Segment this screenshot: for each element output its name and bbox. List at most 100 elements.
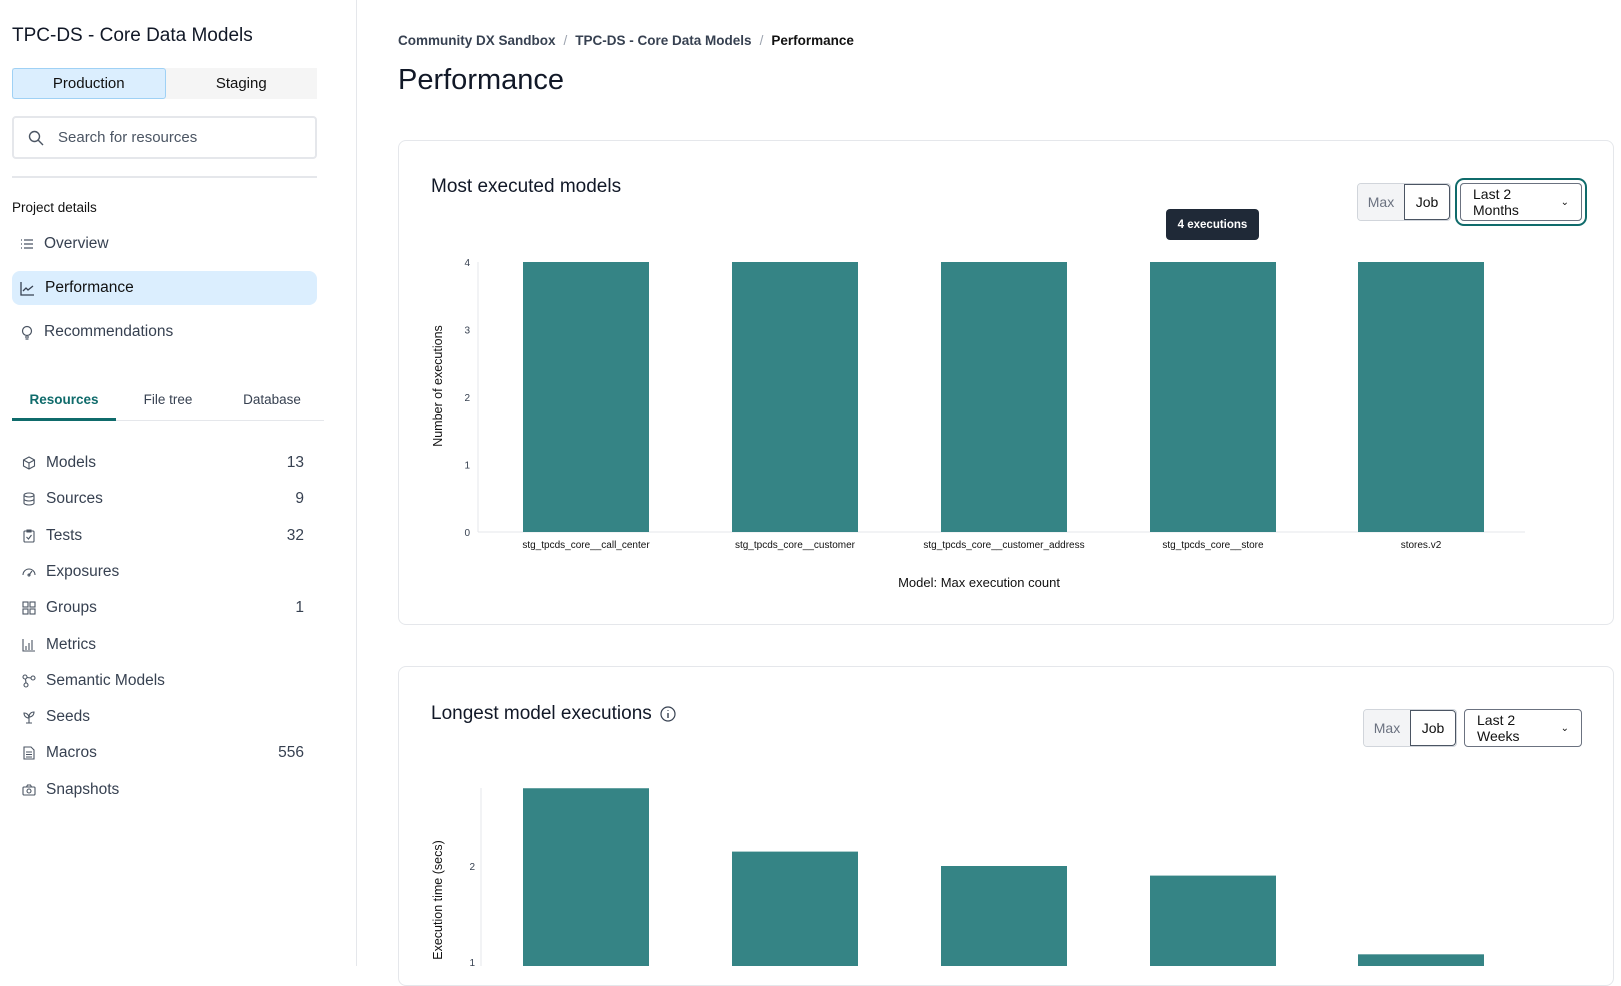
resource-label: Seeds xyxy=(46,708,90,726)
resource-macros[interactable]: Macros 556 xyxy=(12,738,304,768)
resource-count: 556 xyxy=(278,744,304,762)
resource-label: Snapshots xyxy=(46,780,120,798)
breadcrumb-current: Performance xyxy=(771,33,854,48)
job-button[interactable]: Job xyxy=(1404,184,1450,220)
resource-count: 32 xyxy=(286,526,304,544)
x-tick-label: stg_tpcds_core__customer xyxy=(735,540,856,551)
resource-label: Groups xyxy=(46,599,97,617)
bar[interactable] xyxy=(523,788,649,966)
bar-tooltip: 4 executions xyxy=(1166,209,1259,240)
env-production-button[interactable]: Production xyxy=(12,68,166,99)
nav-label: Performance xyxy=(45,279,134,296)
y-axis-label: Execution time (secs) xyxy=(431,840,445,959)
info-icon[interactable] xyxy=(660,706,676,722)
metric-toggle: Max Job xyxy=(1363,709,1457,747)
bar[interactable] xyxy=(941,866,1067,966)
resource-snapshots[interactable]: Snapshots xyxy=(12,775,304,805)
resource-label: Metrics xyxy=(46,635,96,653)
y-tick-label: 4 xyxy=(464,258,470,269)
resource-semantic-models[interactable]: Semantic Models xyxy=(12,666,304,696)
project-title: TPC-DS - Core Data Models xyxy=(12,25,253,46)
resource-sources[interactable]: Sources 9 xyxy=(12,484,304,514)
resource-count: 1 xyxy=(295,599,304,617)
card-header: Longest model executions xyxy=(431,703,676,725)
nodes-icon xyxy=(22,674,36,688)
dropdown-value: Last 2 Weeks xyxy=(1477,712,1520,744)
y-tick-label: 1 xyxy=(469,958,475,966)
page-title: Performance xyxy=(398,64,565,96)
sidebar: TPC-DS - Core Data Models Production Sta… xyxy=(0,0,357,966)
bar[interactable] xyxy=(941,262,1067,532)
nav-recommendations[interactable]: Recommendations xyxy=(12,315,317,349)
lightbulb-icon xyxy=(21,325,33,340)
resource-groups[interactable]: Groups 1 xyxy=(12,593,304,623)
bar[interactable] xyxy=(1358,262,1484,532)
time-range-dropdown[interactable]: Last 2 Weeks ⌄ xyxy=(1464,709,1582,747)
y-tick-label: 2 xyxy=(464,393,470,404)
search-input[interactable]: Search for resources xyxy=(12,116,317,159)
divider xyxy=(12,176,317,178)
x-axis-label: Model: Max execution count xyxy=(898,575,1060,590)
sprout-icon xyxy=(23,711,35,724)
environment-toggle: Production Staging xyxy=(12,68,317,99)
resource-label: Models xyxy=(46,454,96,471)
nav-performance[interactable]: Performance xyxy=(12,271,317,305)
card-title: Longest model executions xyxy=(431,703,652,724)
card-title: Most executed models xyxy=(431,176,622,197)
bar[interactable] xyxy=(732,262,858,532)
grid-icon xyxy=(22,601,36,615)
resource-exposures[interactable]: Exposures xyxy=(12,557,304,587)
resource-label: Exposures xyxy=(46,562,120,580)
cube-icon xyxy=(22,456,36,470)
file-text-icon xyxy=(23,746,35,760)
max-button[interactable]: Max xyxy=(1364,710,1410,746)
bar[interactable] xyxy=(1150,875,1276,966)
resource-label: Macros xyxy=(46,744,97,762)
breadcrumb: Community DX Sandbox / TPC-DS - Core Data… xyxy=(398,33,854,48)
gauge-icon xyxy=(22,568,36,577)
search-placeholder: Search for resources xyxy=(58,129,198,146)
resource-tabs: Resources File tree Database xyxy=(12,386,324,421)
time-range-dropdown[interactable]: Last 2 Months ⌄ xyxy=(1460,183,1582,221)
x-tick-label: stg_tpcds_core__customer_address xyxy=(923,540,1084,551)
metric-toggle: Max Job xyxy=(1357,183,1451,221)
max-button[interactable]: Max xyxy=(1358,184,1404,220)
chevron-down-icon: ⌄ xyxy=(1560,722,1569,734)
resource-tests[interactable]: Tests 32 xyxy=(12,521,304,551)
resource-label: Tests xyxy=(46,526,83,544)
resource-metrics[interactable]: Metrics xyxy=(12,630,304,660)
env-staging-button[interactable]: Staging xyxy=(215,75,267,92)
camera-icon xyxy=(22,784,36,796)
bar[interactable] xyxy=(523,262,649,532)
tab-resources[interactable]: Resources xyxy=(12,386,116,421)
tab-database[interactable]: Database xyxy=(243,392,301,407)
bar[interactable] xyxy=(1150,262,1276,532)
y-axis-label: Number of executions xyxy=(431,325,445,447)
section-label: Project details xyxy=(12,200,97,215)
bar[interactable] xyxy=(732,851,858,966)
y-tick-label: 0 xyxy=(464,528,470,539)
resource-seeds[interactable]: Seeds xyxy=(12,702,304,732)
x-tick-label: stg_tpcds_core__call_center xyxy=(522,540,650,551)
nav-label: Overview xyxy=(44,235,109,252)
breadcrumb-link[interactable]: TPC-DS - Core Data Models xyxy=(575,33,752,48)
nav-overview[interactable]: Overview xyxy=(12,227,317,261)
database-icon xyxy=(23,492,35,506)
resource-models[interactable]: Models 13 xyxy=(12,448,304,478)
y-tick-label: 2 xyxy=(469,862,475,873)
chart-line-icon xyxy=(20,281,34,296)
dropdown-value: Last 2 Months xyxy=(1473,186,1519,218)
chevron-down-icon: ⌄ xyxy=(1560,196,1569,208)
resource-count: 9 xyxy=(295,490,304,508)
tab-file-tree[interactable]: File tree xyxy=(143,392,193,407)
resource-count: 13 xyxy=(286,454,304,471)
resource-label: Semantic Models xyxy=(46,671,165,689)
charts-layer: 0 1 2 3 4 stg_tpcds_core__call_center stg_tpcd… xyxy=(431,258,1525,966)
job-button[interactable]: Job xyxy=(1410,710,1456,746)
x-tick-label: stg_tpcds_core__store xyxy=(1162,540,1264,551)
bar[interactable] xyxy=(1358,954,1484,966)
breadcrumb-link[interactable]: Community DX Sandbox xyxy=(398,33,556,48)
y-tick-label: 1 xyxy=(464,461,470,472)
clipboard-check-icon xyxy=(23,529,35,543)
resource-label: Sources xyxy=(46,490,103,508)
